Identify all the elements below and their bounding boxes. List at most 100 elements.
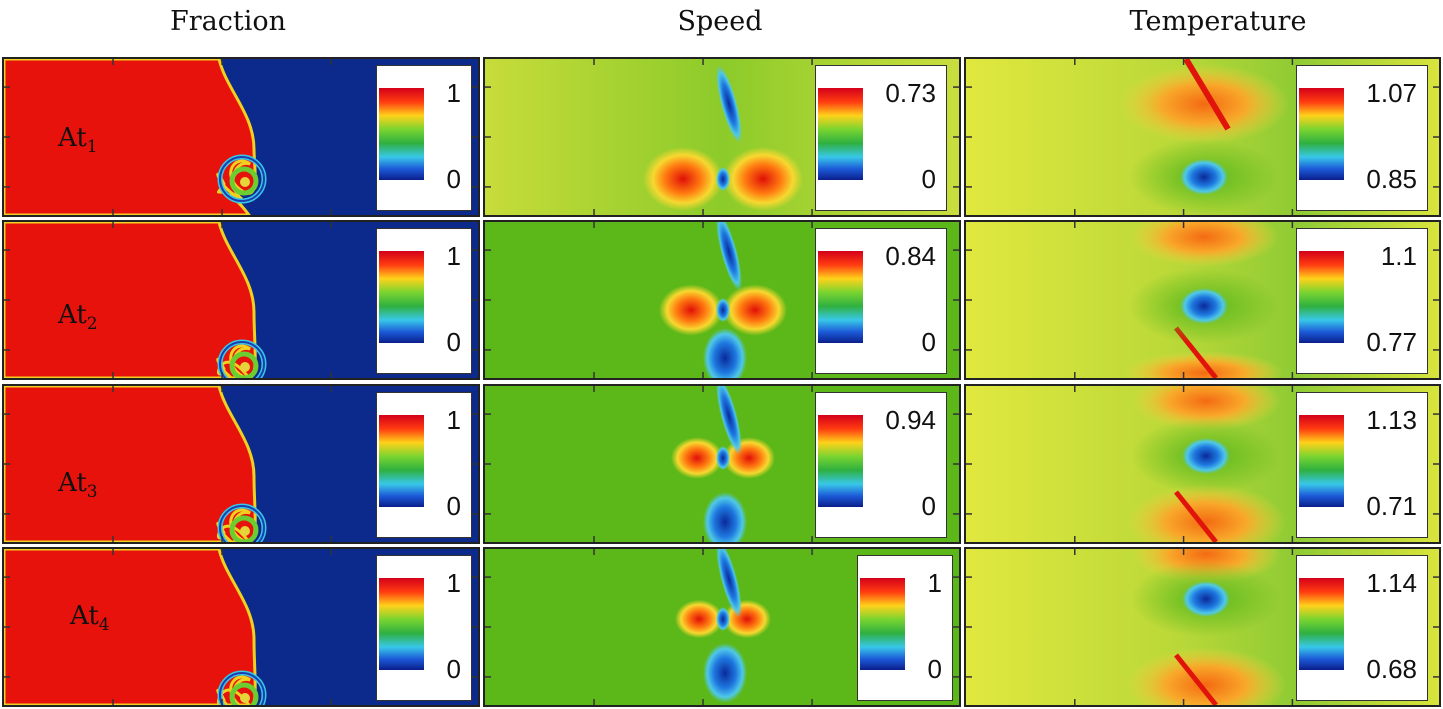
speed-lobe-right <box>723 147 803 211</box>
temp-hot-streak <box>1174 653 1218 705</box>
speed-legend: 0.94 0 <box>815 392 947 538</box>
colorbar <box>379 251 424 343</box>
temperature-legend: 1.13 0.71 <box>1296 392 1428 538</box>
legend-min-label: 0 <box>446 327 461 357</box>
panel-temperature-row-3: 1.13 0.71 <box>964 384 1441 544</box>
vortex-spiral <box>217 339 267 378</box>
temp-hot-zone-top <box>1129 222 1279 267</box>
speed-lobe-left <box>675 599 723 639</box>
colorbar <box>1299 88 1344 180</box>
axis-ticks <box>966 549 1439 705</box>
legend-min-label: 0 <box>446 491 461 521</box>
axis-ticks <box>485 59 959 215</box>
panel-fraction-row-4: 1 0 At4 <box>2 547 480 707</box>
axis-ticks <box>966 222 1439 378</box>
axis-ticks <box>966 386 1439 542</box>
row-label-2: At2 <box>58 300 98 335</box>
panel-speed-row-2: 0.84 0 <box>483 220 961 380</box>
legend-min-label: 0.68 <box>1366 654 1417 684</box>
temp-hot-zone-bottom <box>1126 647 1286 705</box>
legend-max-label: 1.07 <box>1366 78 1417 108</box>
column-title-speed: Speed <box>677 6 763 37</box>
axis-ticks <box>4 59 478 215</box>
column-title-fraction: Fraction <box>170 6 286 37</box>
speed-core <box>716 298 730 322</box>
legend-max-label: 0.73 <box>885 78 936 108</box>
temp-cold-core <box>1180 159 1228 195</box>
vortex-spiral <box>217 503 267 542</box>
fraction-heavy-fluid <box>4 386 257 542</box>
colorbar <box>818 88 863 180</box>
legend-max-label: 1 <box>927 568 942 598</box>
legend-max-label: 1 <box>446 568 461 598</box>
temp-hot-streak <box>1183 59 1231 131</box>
speed-legend: 0.84 0 <box>815 228 947 374</box>
panel-temperature-row-1: 1.07 0.85 <box>964 57 1441 217</box>
speed-core <box>716 167 730 191</box>
row-label-3: At3 <box>58 468 98 503</box>
speed-lower-spot <box>703 643 747 703</box>
legend-min-label: 0 <box>921 327 936 357</box>
legend-min-label: 0 <box>927 654 942 684</box>
legend-max-label: 1 <box>446 78 461 108</box>
column-title-temperature: Temperature <box>1129 6 1307 37</box>
legend-min-label: 0.71 <box>1366 491 1417 521</box>
temp-hot-streak <box>1174 490 1218 542</box>
legend-max-label: 1 <box>446 241 461 271</box>
colorbar <box>818 415 863 507</box>
legend-min-label: 0 <box>921 164 936 194</box>
colorbar <box>1299 578 1344 670</box>
speed-lobe-right <box>723 284 787 336</box>
axis-ticks <box>485 386 959 542</box>
colorbar <box>379 578 424 670</box>
legend-min-label: 0 <box>446 164 461 194</box>
axis-ticks <box>966 59 1439 215</box>
temperature-legend: 1.14 0.68 <box>1296 555 1428 701</box>
legend-min-label: 0.85 <box>1366 164 1417 194</box>
vortex-spiral <box>217 154 267 204</box>
legend-min-label: 0 <box>921 491 936 521</box>
temp-hot-zone-top <box>1131 386 1281 431</box>
legend-min-label: 0 <box>446 654 461 684</box>
temperature-legend: 1.1 0.77 <box>1296 228 1428 374</box>
legend-max-label: 1.14 <box>1366 568 1417 598</box>
row-label-1: At1 <box>58 123 98 158</box>
speed-streak <box>716 65 742 143</box>
speed-lower-spot <box>703 328 747 378</box>
axis-ticks <box>4 222 478 378</box>
row-label-4: At4 <box>70 601 110 636</box>
legend-max-label: 1 <box>446 405 461 435</box>
legend-max-label: 1.1 <box>1380 241 1417 271</box>
speed-lobe-left <box>671 437 723 479</box>
panel-fraction-row-3: 1 0 At3 <box>2 384 480 544</box>
axis-ticks <box>4 549 478 705</box>
temp-cold-core <box>1182 581 1230 617</box>
temperature-legend: 1.07 0.85 <box>1296 65 1428 211</box>
legend-min-label: 0.77 <box>1366 327 1417 357</box>
speed-streak <box>716 222 742 291</box>
temp-cold-core <box>1182 438 1230 474</box>
speed-core <box>716 446 730 470</box>
speed-lower-spot <box>703 492 747 542</box>
legend-max-label: 0.84 <box>885 241 936 271</box>
fraction-heavy-fluid <box>4 222 257 378</box>
panel-temperature-row-4: 1.14 0.68 <box>964 547 1441 707</box>
panel-fraction-row-2: 1 0 At2 <box>2 220 480 380</box>
speed-streak <box>716 549 742 618</box>
colorbar <box>860 578 905 670</box>
fraction-heavy-fluid <box>4 549 257 705</box>
panel-temperature-row-2: 1.1 0.77 <box>964 220 1441 380</box>
speed-legend: 0.73 0 <box>815 65 947 211</box>
colorbar <box>379 415 424 507</box>
axis-ticks <box>485 549 959 705</box>
speed-lobe-left <box>659 284 723 336</box>
fraction-heavy-fluid <box>4 59 257 215</box>
temp-cold-core <box>1180 288 1228 324</box>
colorbar <box>1299 415 1344 507</box>
vortex-spiral <box>217 670 267 705</box>
